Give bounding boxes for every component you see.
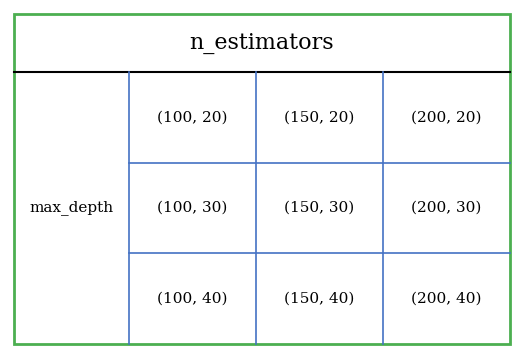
Text: (150, 30): (150, 30) bbox=[285, 201, 355, 215]
Text: n_estimators: n_estimators bbox=[190, 32, 334, 54]
Text: (150, 40): (150, 40) bbox=[285, 292, 355, 306]
Text: (100, 40): (100, 40) bbox=[157, 292, 228, 306]
Text: (100, 20): (100, 20) bbox=[157, 110, 228, 124]
Text: (100, 30): (100, 30) bbox=[157, 201, 228, 215]
Text: (150, 20): (150, 20) bbox=[285, 110, 355, 124]
Text: max_depth: max_depth bbox=[29, 200, 114, 216]
Text: (200, 30): (200, 30) bbox=[411, 201, 482, 215]
Text: (200, 20): (200, 20) bbox=[411, 110, 482, 124]
Text: (200, 40): (200, 40) bbox=[411, 292, 482, 306]
